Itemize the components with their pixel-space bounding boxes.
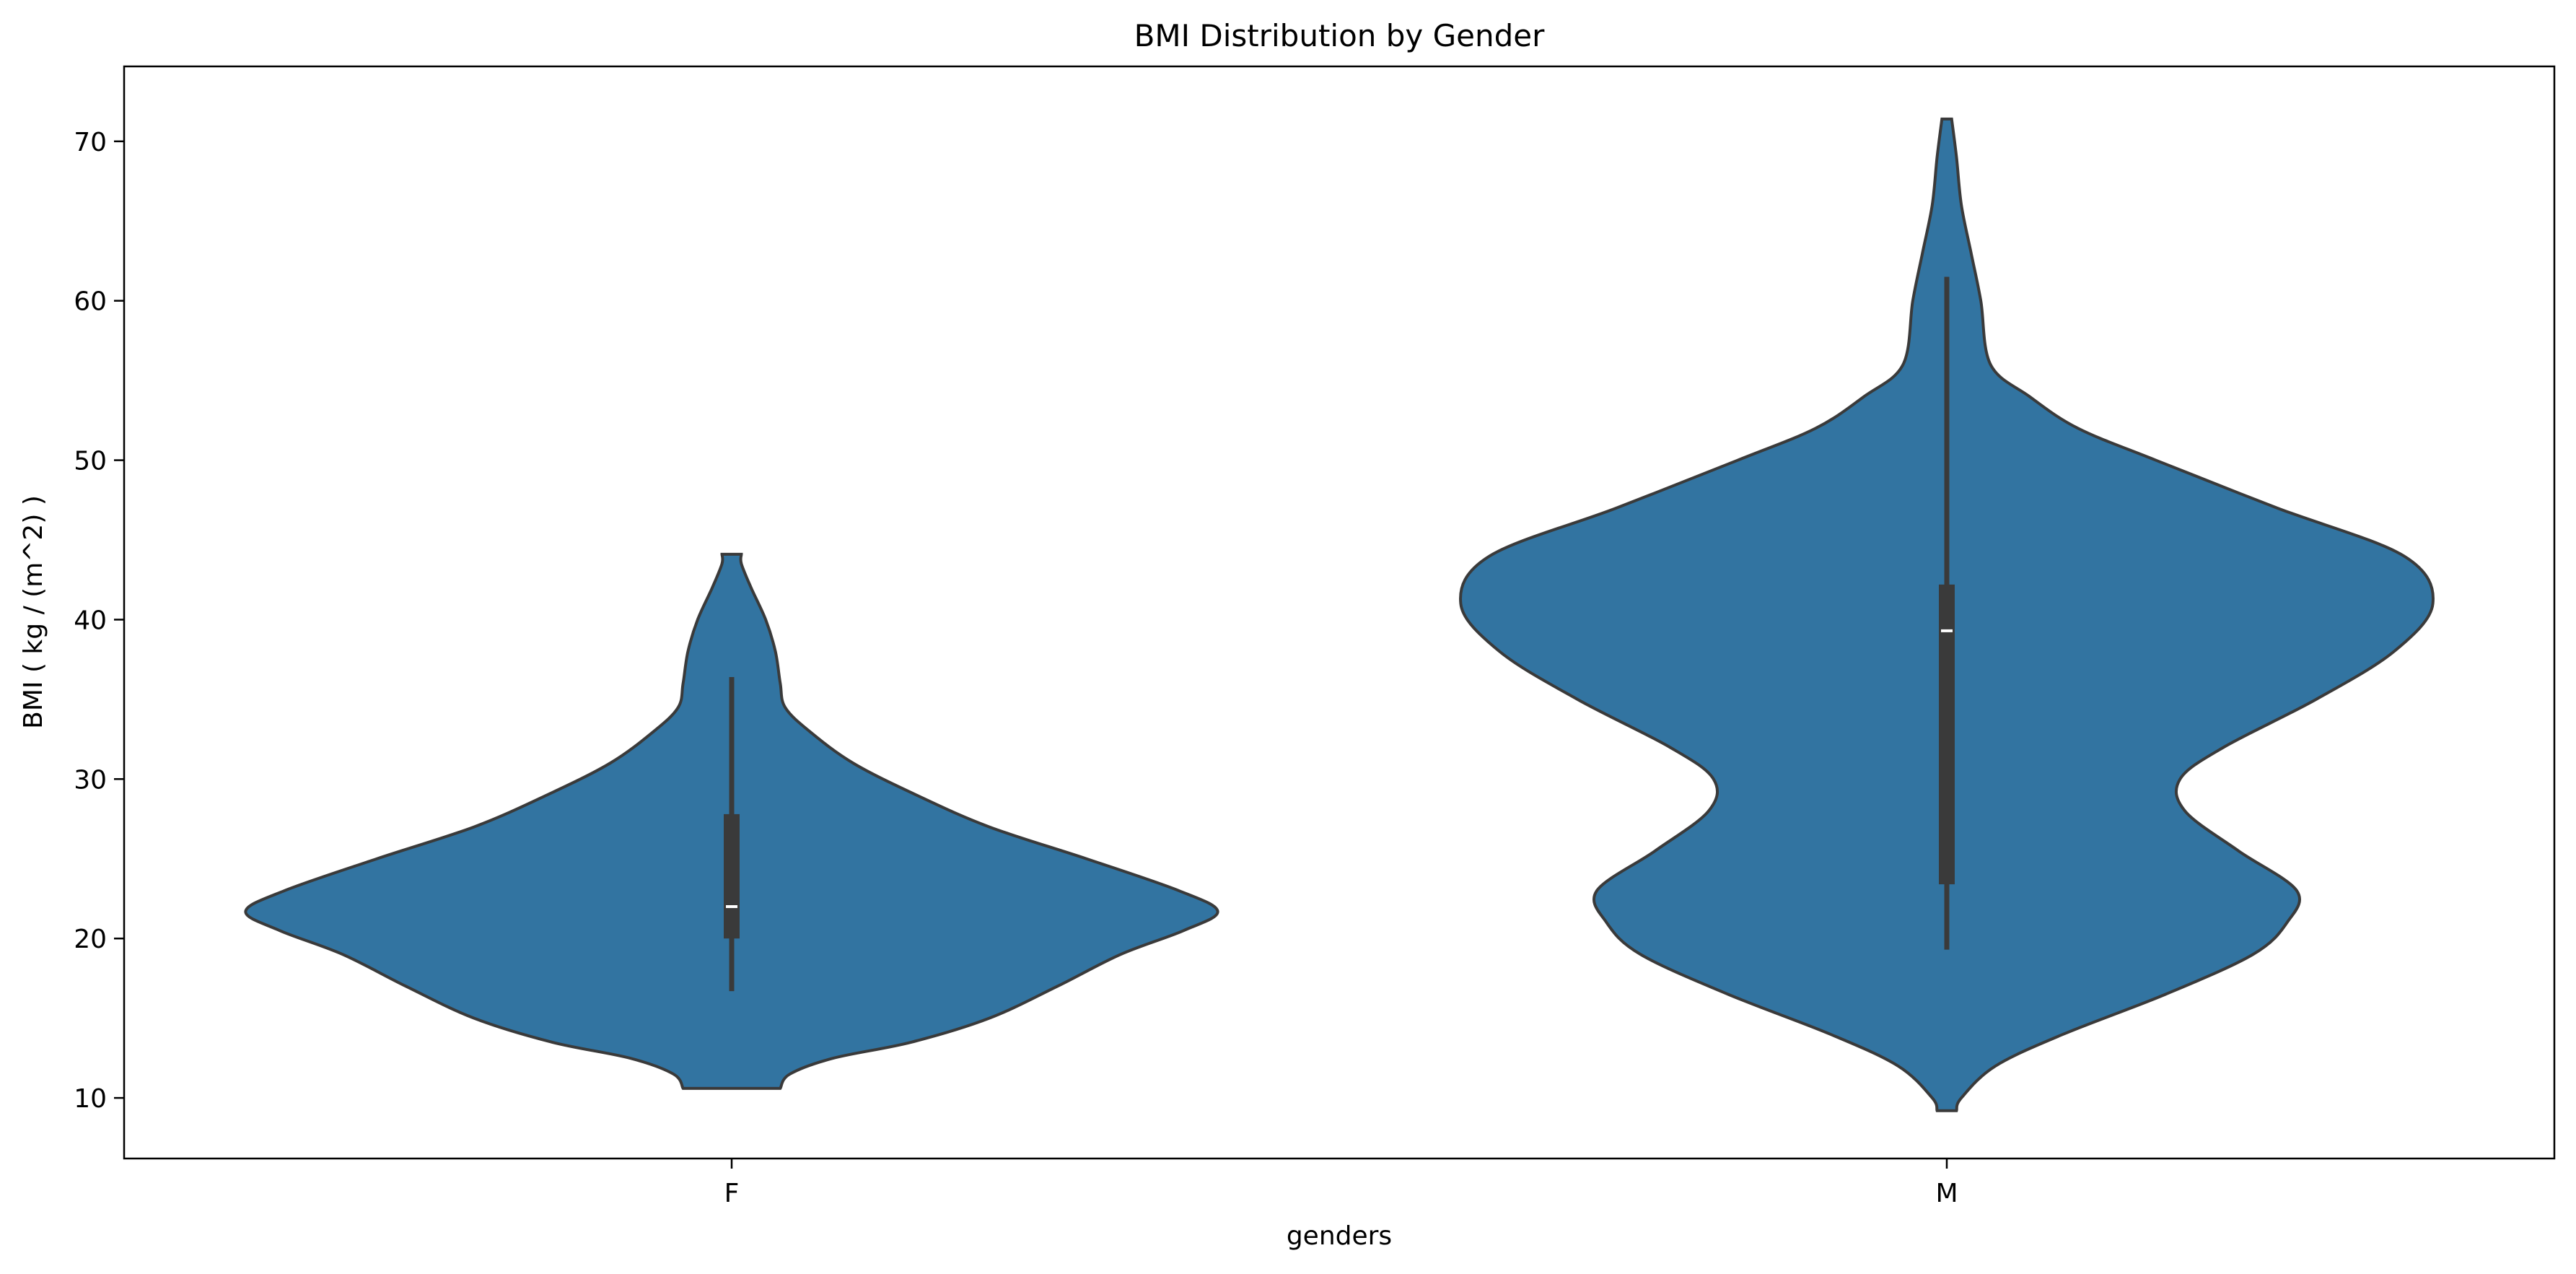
y-axis: 10 20 30 40 50 60 70 bbox=[74, 128, 124, 1114]
y-tick-label: 20 bbox=[74, 925, 107, 954]
y-tick-label: 10 bbox=[74, 1084, 107, 1114]
y-tick-label: 50 bbox=[74, 447, 107, 476]
plot-area bbox=[123, 65, 2556, 1160]
y-tick-label: 70 bbox=[74, 128, 107, 157]
iqr-box-F bbox=[724, 813, 740, 939]
x-tick-label: F bbox=[724, 1179, 740, 1208]
inner-box-layer bbox=[724, 276, 1955, 992]
y-tick-label: 60 bbox=[74, 287, 107, 317]
y-axis-label: BMI ( kg / (m^2) ) bbox=[19, 495, 48, 729]
y-tick-label: 40 bbox=[74, 606, 107, 635]
plot-frame bbox=[123, 65, 2556, 1160]
x-tick-label: M bbox=[1935, 1179, 1958, 1208]
x-axis-label: genders bbox=[1287, 1221, 1392, 1251]
iqr-box-M bbox=[1939, 584, 1955, 885]
y-tick-label: 30 bbox=[74, 765, 107, 795]
chart-title: BMI Distribution by Gender bbox=[1134, 18, 1546, 53]
